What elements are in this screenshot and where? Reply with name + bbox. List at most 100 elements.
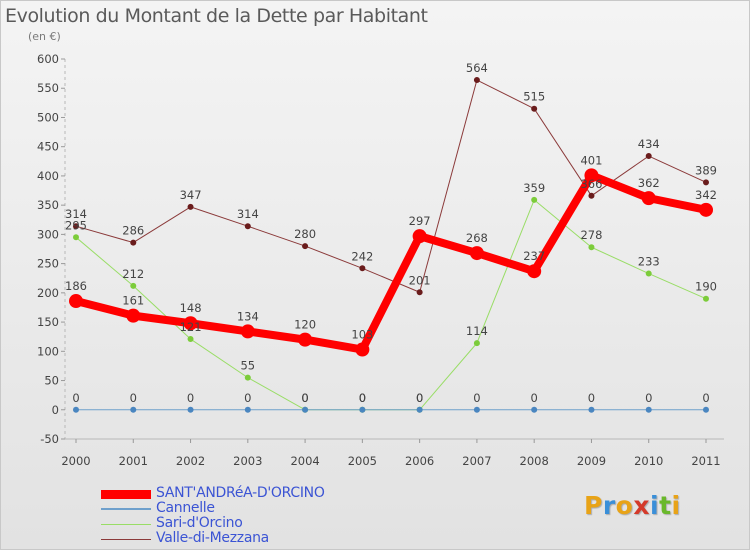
y-tick-label: 200: [37, 286, 59, 300]
data-label: 314: [65, 207, 87, 221]
data-label: 190: [695, 280, 717, 294]
legend-label: Cannelle: [156, 500, 215, 516]
logo-letter: P: [584, 491, 603, 520]
y-tick-label: 500: [37, 110, 59, 124]
logo-letter: r: [602, 491, 616, 520]
x-tick-label: 2006: [405, 454, 434, 468]
data-label: 359: [523, 181, 545, 195]
data-label: 314: [237, 207, 259, 221]
data-label: 0: [531, 391, 538, 405]
series-line-0: [72, 171, 710, 354]
data-label: 0: [473, 391, 480, 405]
data-label: 0: [130, 391, 137, 405]
data-label: 401: [580, 153, 602, 167]
data-label: 0: [702, 391, 709, 405]
logo-letter: o: [615, 491, 634, 520]
data-point: [469, 246, 484, 261]
data-point: [126, 308, 141, 323]
data-point: [183, 316, 198, 331]
legend-swatch: [101, 508, 151, 510]
data-point: [703, 295, 709, 302]
data-label: 297: [409, 214, 431, 228]
y-tick-label: 0: [52, 403, 59, 417]
data-label: 564: [466, 61, 488, 75]
data-point: [473, 406, 480, 413]
data-point: [73, 223, 79, 230]
data-label: 280: [294, 227, 316, 241]
data-label: 212: [122, 267, 144, 281]
data-label: 0: [187, 391, 194, 405]
data-label: 121: [180, 320, 202, 334]
logo-letter: x: [633, 491, 650, 520]
proxiti-logo: Proxiti: [584, 491, 681, 520]
chart-title: Evolution du Montant de la Dette par Hab…: [5, 5, 428, 27]
data-label: 342: [695, 188, 717, 202]
data-point: [73, 406, 79, 413]
data-label: 366: [580, 177, 602, 191]
data-point: [359, 406, 366, 413]
x-tick-label: 2000: [61, 454, 90, 468]
data-point: [588, 406, 595, 413]
data-point: [641, 191, 656, 206]
x-tick-label: 2005: [348, 454, 377, 468]
data-label: 0: [244, 391, 251, 405]
data-label: 134: [237, 309, 259, 323]
data-point: [473, 77, 480, 84]
data-point: [244, 406, 251, 413]
data-point: [244, 374, 251, 381]
logo-letter: t: [659, 491, 672, 520]
data-label: 0: [301, 391, 308, 405]
data-label: 0: [416, 391, 423, 405]
legend-swatch: [101, 523, 151, 525]
data-label: 0: [72, 391, 79, 405]
y-tick-label: 400: [37, 169, 59, 183]
data-label: 0: [645, 391, 652, 405]
data-label: 268: [466, 231, 488, 245]
x-tick-label: 2011: [691, 454, 720, 468]
data-point: [699, 202, 713, 217]
data-label: 233: [638, 255, 660, 269]
x-tick-label: 2009: [577, 454, 606, 468]
data-label: 120: [294, 318, 316, 332]
data-label: 389: [695, 163, 717, 177]
data-label: 103: [351, 328, 373, 342]
y-tick-label: 100: [37, 344, 59, 358]
data-label: 148: [180, 301, 202, 315]
legend-swatch: [101, 538, 151, 540]
data-point: [355, 342, 370, 357]
legend-label: Sari-d'Orcino: [156, 515, 243, 531]
data-point: [298, 332, 313, 347]
data-label: 0: [301, 391, 308, 405]
data-point: [240, 324, 255, 339]
data-point: [584, 168, 599, 183]
data-point: [69, 294, 83, 309]
data-point: [588, 244, 595, 251]
data-point: [645, 406, 652, 413]
data-point: [416, 406, 423, 413]
data-label: 0: [588, 391, 595, 405]
data-point: [302, 243, 309, 250]
x-tick-label: 2003: [233, 454, 262, 468]
x-tick-label: 2007: [462, 454, 491, 468]
data-point: [73, 234, 79, 241]
data-point: [527, 264, 542, 279]
legend-label: Valle-di-Mezzana: [156, 530, 269, 546]
data-label: 0: [359, 391, 366, 405]
data-label: 515: [523, 90, 545, 104]
y-tick-label: 50: [44, 374, 59, 388]
data-label: 295: [65, 218, 87, 232]
data-label: 0: [416, 391, 423, 405]
y-tick-label: -50: [40, 432, 59, 446]
data-point: [645, 153, 652, 160]
data-point: [412, 229, 427, 244]
data-point: [531, 406, 538, 413]
data-point: [130, 282, 137, 289]
y-tick-label: 150: [37, 315, 59, 329]
logo-letter: i: [650, 491, 660, 520]
data-label: 237: [523, 249, 545, 263]
legend-label: SANT'ANDRéA-D'ORCINO: [156, 485, 325, 501]
series-line-3: [75, 79, 707, 293]
y-tick-label: 550: [37, 81, 59, 95]
